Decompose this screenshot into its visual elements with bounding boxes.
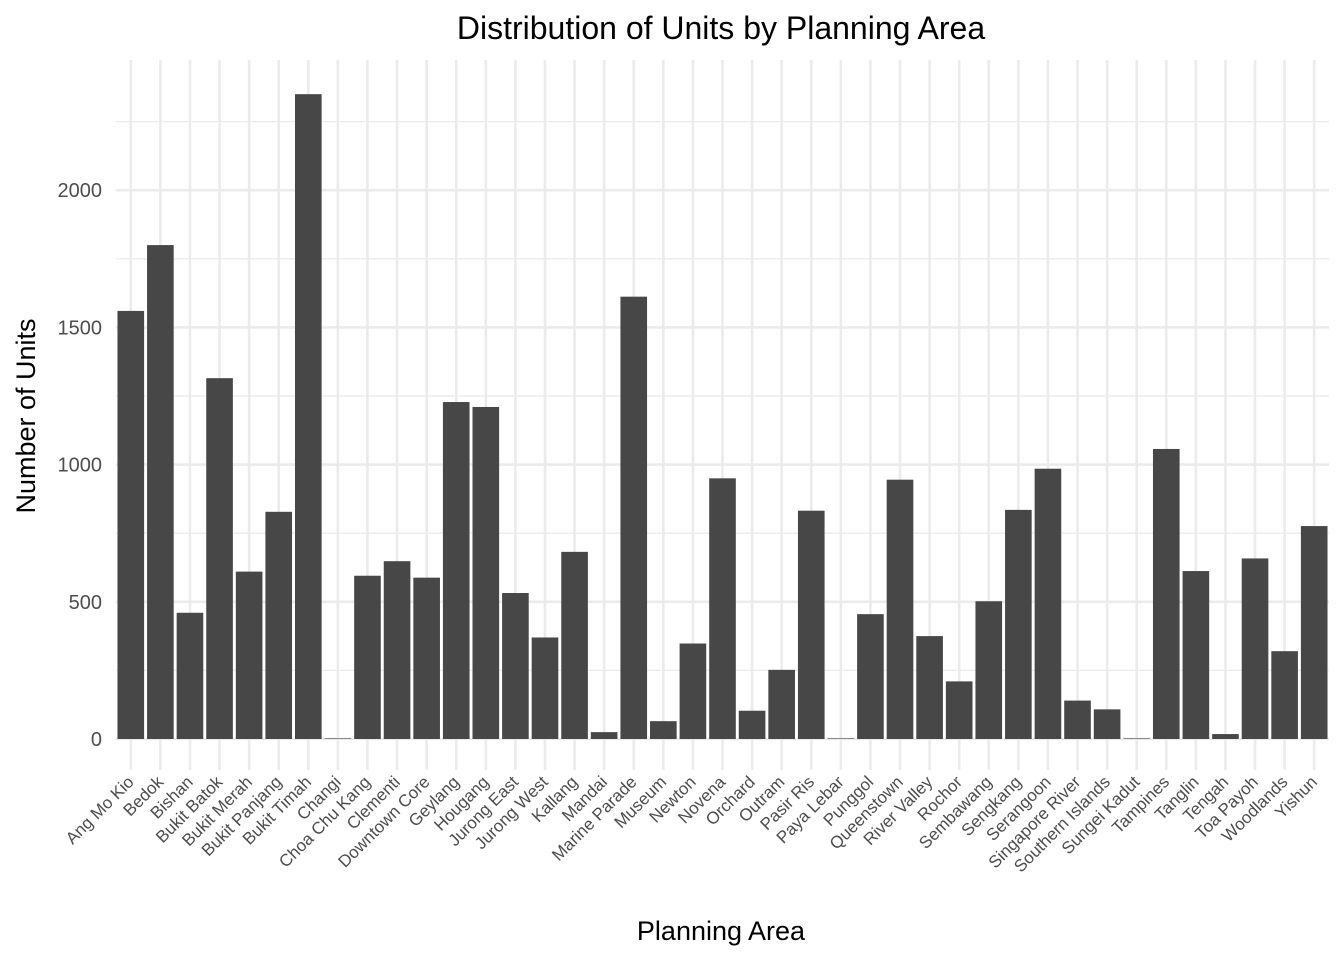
bar-tampines bbox=[1152, 448, 1180, 739]
chart-title: Distribution of Units by Planning Area bbox=[457, 10, 985, 46]
bar-changi bbox=[324, 738, 352, 739]
bar-newton bbox=[679, 643, 707, 739]
bar-jurong-east bbox=[502, 593, 529, 739]
bar-sengkang bbox=[1005, 509, 1032, 739]
bar-geylang bbox=[442, 402, 470, 739]
bar-museum bbox=[650, 721, 677, 739]
bar-rochor bbox=[945, 681, 973, 739]
bar-downtown-core bbox=[413, 577, 440, 739]
bar-toa-payoh bbox=[1241, 558, 1269, 739]
bar-novena bbox=[709, 478, 736, 739]
bar-bukit-batok bbox=[206, 378, 233, 739]
y-tick-label: 2000 bbox=[58, 180, 103, 202]
bar-tanglin bbox=[1182, 571, 1210, 739]
bar-southern-islands bbox=[1093, 709, 1121, 739]
bar-sembawang bbox=[975, 601, 1003, 739]
bar-bukit-timah bbox=[294, 94, 322, 739]
bar-serangoon bbox=[1034, 468, 1062, 739]
bar-bishan bbox=[176, 612, 204, 739]
bar-queenstown bbox=[886, 479, 914, 739]
bar-pasir-ris bbox=[797, 510, 825, 739]
bar-bedok bbox=[147, 245, 174, 739]
bar-tengah bbox=[1212, 734, 1239, 739]
bar-bukit-merah bbox=[235, 571, 263, 739]
bar-choa-chu-kang bbox=[354, 575, 381, 739]
bar-ang-mo-kio bbox=[117, 310, 145, 739]
bar-river-valley bbox=[916, 636, 943, 739]
y-tick-label: 1000 bbox=[58, 455, 103, 477]
bar-clementi bbox=[383, 561, 411, 739]
y-tick-label: 1500 bbox=[58, 317, 103, 339]
bar-punggol bbox=[857, 614, 884, 739]
bar-bukit-panjang bbox=[265, 511, 293, 739]
y-axis-title: Number of Units bbox=[11, 318, 41, 513]
y-tick-label: 500 bbox=[69, 592, 102, 614]
bar-paya-lebar bbox=[827, 738, 855, 739]
bar-hougang bbox=[472, 406, 500, 739]
bar-jurong-west bbox=[531, 637, 559, 739]
bar-sungei-kadut bbox=[1123, 738, 1151, 739]
y-tick-label: 0 bbox=[91, 729, 102, 751]
bar-mandai bbox=[590, 732, 618, 739]
bars bbox=[117, 94, 1328, 739]
bar-outram bbox=[768, 669, 795, 739]
bar-yishun bbox=[1300, 526, 1328, 739]
x-axis-title: Planning Area bbox=[637, 916, 806, 946]
bar-orchard bbox=[738, 710, 766, 739]
bar-singapore-river bbox=[1064, 700, 1091, 739]
y-axis-ticks: 0 500 1000 1500 2000 bbox=[58, 180, 103, 751]
bar-woodlands bbox=[1271, 651, 1298, 739]
bar-marine-parade bbox=[620, 296, 648, 739]
bar-kallang bbox=[561, 551, 588, 739]
